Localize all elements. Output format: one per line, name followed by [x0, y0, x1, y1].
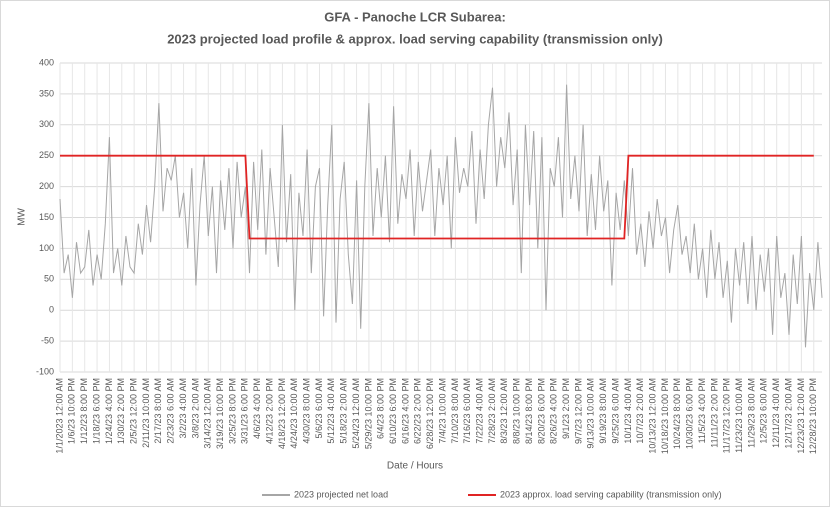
- x-tick-label: 10/24/23 8:00 PM: [672, 378, 682, 449]
- x-tick-label: 5/24/23 12:00 AM: [351, 378, 361, 449]
- y-tick-label: 200: [39, 181, 54, 191]
- x-tick-label: 12/28/23 10:00 PM: [808, 378, 818, 454]
- x-tick-label: 6/28/23 12:00 PM: [425, 378, 435, 449]
- x-tick-label: 8/20/23 6:00 PM: [536, 378, 546, 444]
- x-tick-label: 1/12/23 8:00 PM: [79, 378, 89, 444]
- x-tick-label: 8/8/23 10:00 PM: [512, 378, 522, 444]
- x-tick-label: 2/23/23 6:00 AM: [166, 378, 176, 444]
- series-line: [60, 154, 814, 240]
- x-tick-label: 5/12/23 4:00 AM: [326, 378, 336, 444]
- x-tick-label: 12/17/23 2:00 AM: [783, 378, 793, 449]
- x-tick-label: 4/30/23 8:00 AM: [302, 378, 312, 444]
- y-tick-label: 0: [49, 305, 54, 315]
- x-tick-label: 7/28/23 2:00 AM: [487, 378, 497, 444]
- x-tick-label: 10/7/23 2:00 AM: [635, 378, 645, 444]
- y-axis-label: MW: [17, 208, 28, 226]
- x-tick-label: 11/11/23 2:00 PM: [709, 378, 719, 448]
- x-tick-label: 6/16/23 4:00 PM: [400, 378, 410, 444]
- chart-subtitle: 2023 projected load profile & approx. lo…: [167, 31, 663, 46]
- x-tick-label: 4/6/23 4:00 PM: [252, 378, 262, 439]
- x-tick-label: 12/23/23 12:00 AM: [796, 378, 806, 454]
- x-tick-label: 1/6/23 10:00 PM: [67, 378, 77, 444]
- x-tick-label: 3/8/23 2:00 AM: [190, 378, 200, 439]
- x-axis-label: Date / Hours: [387, 461, 443, 472]
- y-tick-label: 400: [39, 57, 54, 67]
- x-tick-label: 3/25/23 8:00 PM: [227, 378, 237, 444]
- y-tick-label: -100: [36, 366, 54, 376]
- x-tick-label: 10/30/23 6:00 PM: [685, 378, 695, 449]
- x-tick-label: 7/4/23 10:00 AM: [437, 378, 447, 444]
- x-tick-label: 6/22/23 2:00 PM: [413, 378, 423, 444]
- series-line: [59, 84, 823, 348]
- x-tick-label: 10/18/23 10:00 PM: [660, 378, 670, 454]
- x-tick-label: 11/29/23 8:00 AM: [746, 378, 756, 448]
- x-tick-label: 2/11/23 10:00 AM: [141, 378, 151, 448]
- x-tick-label: 9/7/23 12:00 PM: [573, 378, 583, 444]
- x-tick-label: 1/18/23 6:00 PM: [91, 378, 101, 444]
- x-tick-label: 10/1/23 4:00 AM: [623, 378, 633, 444]
- x-tick-label: 5/6/23 6:00 AM: [314, 378, 324, 439]
- x-tick-label: 7/22/23 4:00 AM: [475, 378, 485, 444]
- legend-label: 2023 projected net load: [294, 489, 388, 499]
- x-tick-label: 2/17/23 8:00 AM: [153, 378, 163, 444]
- x-tick-label: 9/1/23 2:00 PM: [561, 378, 571, 439]
- y-tick-label: 250: [39, 150, 54, 160]
- x-tick-label: 1/24/23 4:00 PM: [104, 378, 114, 444]
- x-tick-label: 4/18/23 12:00 PM: [277, 378, 287, 449]
- x-tick-label: 3/2/23 4:00 AM: [178, 378, 188, 439]
- x-tick-label: 2/5/23 12:00 PM: [129, 378, 139, 444]
- x-tick-label: 3/31/23 6:00 PM: [240, 378, 250, 444]
- y-tick-label: -50: [41, 335, 54, 345]
- x-tick-label: 8/26/23 4:00 PM: [549, 378, 559, 444]
- y-tick-label: 300: [39, 119, 54, 129]
- y-tick-label: 150: [39, 212, 54, 222]
- x-tick-label: 3/19/23 10:00 PM: [215, 378, 225, 449]
- x-tick-label: 1/1/2023 12:00 AM: [54, 378, 64, 454]
- x-tick-label: 4/12/23 2:00 PM: [264, 378, 274, 444]
- x-tick-label: 9/25/23 6:00 AM: [610, 378, 620, 444]
- y-tick-label: 100: [39, 243, 54, 253]
- x-tick-label: 6/4/23 8:00 PM: [376, 378, 386, 439]
- x-tick-label: 5/18/23 2:00 AM: [339, 378, 349, 444]
- x-tick-label: 10/13/23 12:00 AM: [647, 378, 657, 454]
- x-tick-label: 11/17/23 12:00 PM: [722, 378, 732, 453]
- y-tick-label: 350: [39, 88, 54, 98]
- x-tick-label: 12/11/23 4:00 AM: [771, 378, 781, 448]
- x-tick-label: 8/3/23 12:00 AM: [499, 378, 509, 444]
- y-tick-label: 50: [44, 274, 54, 284]
- x-tick-label: 5/29/23 10:00 PM: [363, 378, 373, 449]
- x-tick-label: 9/13/23 10:00 AM: [586, 378, 596, 449]
- x-tick-label: 9/19/23 8:00 AM: [598, 378, 608, 444]
- chart-title: GFA - Panoche LCR Subarea:: [324, 9, 506, 24]
- x-tick-label: 6/10/23 6:00 PM: [388, 378, 398, 444]
- x-tick-label: 7/16/23 6:00 AM: [462, 378, 472, 444]
- x-tick-label: 7/10/23 8:00 AM: [450, 378, 460, 444]
- x-tick-label: 11/23/23 10:00 AM: [734, 378, 744, 453]
- x-tick-label: 11/5/23 4:00 PM: [697, 378, 707, 443]
- x-tick-label: 12/5/23 6:00 AM: [759, 378, 769, 444]
- x-tick-label: 3/14/23 12:00 AM: [203, 378, 213, 449]
- x-tick-label: 1/30/23 2:00 PM: [116, 378, 126, 444]
- x-tick-label: 8/14/23 8:00 PM: [524, 378, 534, 444]
- legend-label: 2023 approx. load serving capability (tr…: [500, 489, 722, 499]
- x-tick-label: 4/24/23 10:00 AM: [289, 378, 299, 449]
